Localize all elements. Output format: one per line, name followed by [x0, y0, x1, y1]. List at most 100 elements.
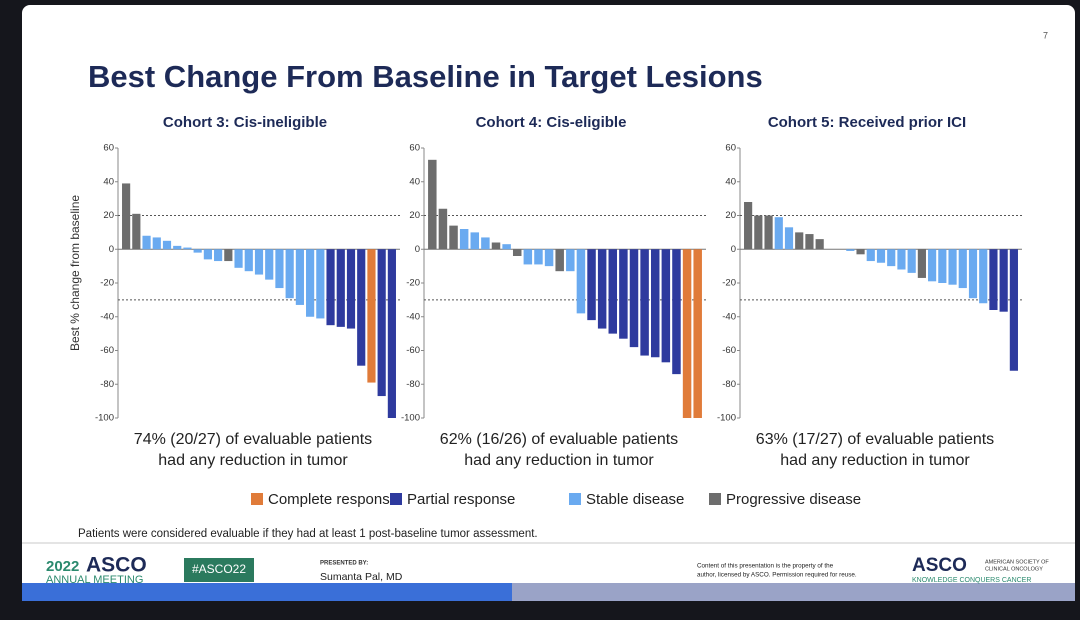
- bar: [502, 244, 511, 250]
- bar: [587, 249, 596, 321]
- bar: [224, 249, 233, 262]
- y-tick-label: 40: [409, 176, 420, 187]
- bar: [754, 215, 763, 250]
- bar: [682, 249, 692, 418]
- bar: [948, 249, 957, 285]
- caption: 74% (20/27) of evaluable patients: [134, 431, 372, 448]
- y-tick-label: -80: [100, 379, 114, 390]
- y-tick-label: -80: [722, 379, 736, 390]
- footnote: Patients were considered evaluable if th…: [78, 528, 538, 540]
- bar: [449, 225, 458, 250]
- y-tick-label: 20: [725, 210, 736, 221]
- bar: [523, 249, 533, 265]
- y-tick-label: 0: [731, 244, 736, 255]
- y-tick-label: 20: [103, 210, 114, 221]
- bar: [326, 249, 335, 326]
- legend-swatch: [251, 493, 263, 505]
- y-tick-label: 20: [409, 210, 420, 221]
- chart-title: Cohort 5: Received prior ICI: [768, 114, 966, 131]
- bar: [907, 249, 916, 273]
- bar: [306, 249, 315, 317]
- progress-bar: [22, 583, 512, 601]
- y-tick-label: -40: [722, 311, 736, 322]
- bar: [183, 247, 192, 250]
- y-tick-label: -20: [100, 278, 114, 289]
- chart-title: Cohort 4: Cis-eligible: [476, 114, 627, 131]
- bar: [856, 249, 865, 255]
- meeting-year: 2022: [46, 558, 79, 575]
- legend-swatch: [390, 493, 402, 505]
- bar: [491, 242, 501, 250]
- bar: [295, 249, 304, 305]
- rights-line: Content of this presentation is the prop…: [697, 563, 834, 570]
- bar: [346, 249, 356, 329]
- bar: [968, 249, 978, 299]
- bar: [481, 237, 490, 250]
- logo: ASCO: [912, 555, 967, 576]
- bar: [597, 249, 607, 329]
- bar: [640, 249, 649, 356]
- bar: [938, 249, 947, 283]
- y-tick-label: -100: [401, 413, 420, 424]
- y-tick-label: 40: [103, 176, 114, 187]
- tagline: KNOWLEDGE CONQUERS CANCER: [912, 577, 1031, 584]
- bar: [693, 249, 702, 418]
- bar: [795, 232, 804, 250]
- y-tick-label: 40: [725, 176, 736, 187]
- bar: [162, 240, 172, 250]
- hashtag-box: [184, 558, 254, 582]
- bar: [152, 237, 161, 250]
- meeting-sub: ANNUAL MEETING: [46, 574, 143, 586]
- bar: [917, 249, 926, 278]
- caption: 63% (17/27) of evaluable patients: [756, 431, 994, 448]
- progress-track: [512, 583, 1075, 601]
- bar: [234, 249, 243, 268]
- y-tick-label: -40: [406, 311, 420, 322]
- presenter: Sumanta Pal, MD: [320, 571, 403, 583]
- bar: [377, 249, 386, 397]
- bar: [887, 249, 896, 267]
- bar: [173, 245, 182, 250]
- bar: [214, 249, 223, 262]
- bar: [265, 249, 274, 280]
- caption: had any reduction in tumor: [780, 452, 970, 469]
- caption: had any reduction in tumor: [464, 452, 654, 469]
- y-tick-label: -40: [100, 311, 114, 322]
- bar: [928, 249, 937, 282]
- bar: [428, 159, 437, 250]
- bar: [512, 249, 522, 256]
- presented-by: PRESENTED BY:: [320, 561, 368, 567]
- bar: [608, 249, 618, 334]
- y-axis-label: Best % change from baseline: [68, 195, 82, 351]
- bar: [438, 208, 448, 250]
- legend-swatch: [709, 493, 721, 505]
- bar: [203, 249, 212, 260]
- caption: had any reduction in tumor: [158, 452, 348, 469]
- legend-swatch: [569, 493, 581, 505]
- bar: [316, 249, 325, 319]
- bar: [275, 249, 284, 289]
- bar: [958, 249, 967, 289]
- bar: [367, 249, 376, 383]
- meeting-org: ASCO: [86, 554, 147, 577]
- legend-label: Partial response: [407, 491, 515, 508]
- bar: [866, 249, 875, 262]
- bar: [122, 183, 131, 250]
- y-tick-label: 60: [725, 143, 736, 154]
- bar: [764, 215, 773, 250]
- bar: [784, 227, 794, 250]
- bar: [132, 213, 141, 250]
- y-tick-label: -100: [95, 413, 114, 424]
- logo-sub: AMERICAN SOCIETY OF: [985, 559, 1049, 565]
- bar: [244, 249, 253, 272]
- bar: [1009, 249, 1018, 371]
- y-tick-label: -20: [406, 278, 420, 289]
- y-tick-label: 0: [109, 244, 114, 255]
- bar: [744, 202, 753, 250]
- y-tick-label: -60: [722, 345, 736, 356]
- bar: [142, 235, 151, 250]
- legend-label: Complete response: [268, 491, 398, 508]
- bar: [387, 249, 396, 418]
